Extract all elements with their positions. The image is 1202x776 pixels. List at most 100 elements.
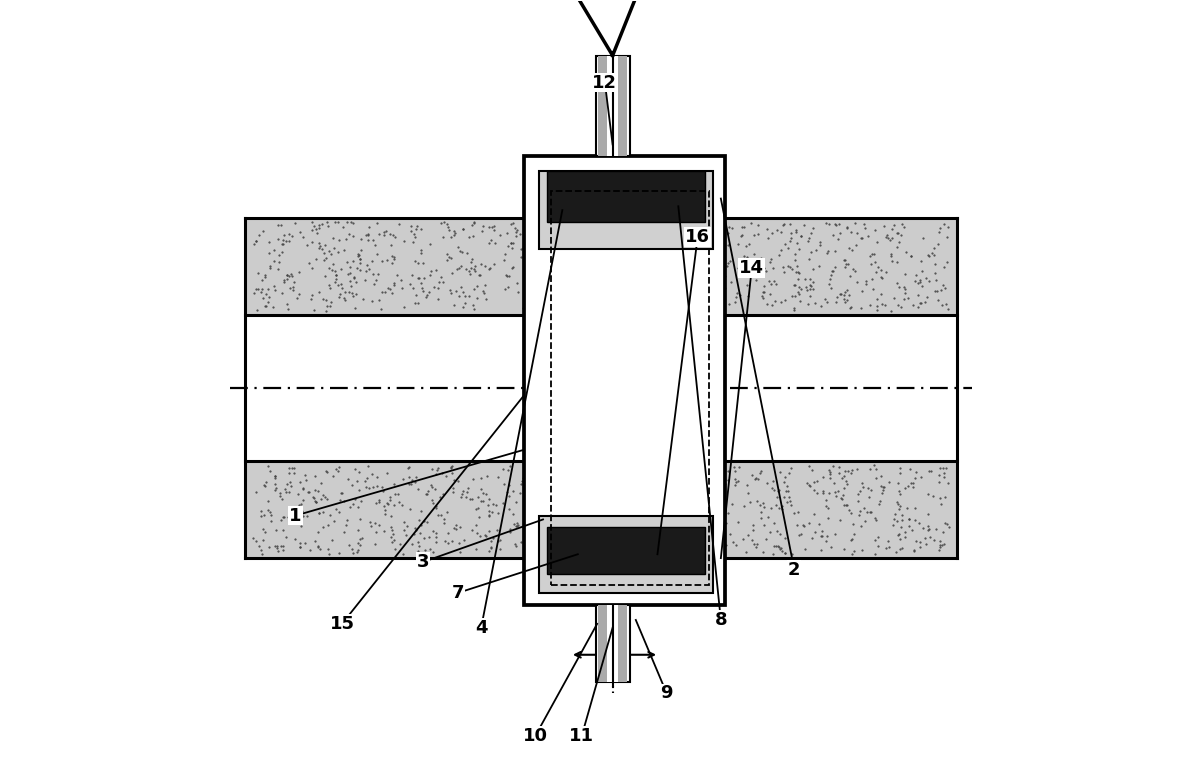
Point [920,275,939,287]
Point [423,525,442,538]
Point [470,530,489,542]
Point [363,295,382,307]
Point [837,258,856,271]
Point [464,282,483,295]
Point [578,286,597,298]
Point [303,262,322,275]
Point [882,248,902,260]
Point [323,264,343,276]
Point [290,498,309,511]
Point [460,265,480,277]
Point [835,465,855,477]
Point [719,474,738,487]
Point [591,521,611,533]
Point [434,513,453,525]
Point [309,507,328,519]
Point [846,217,865,229]
Point [834,498,853,511]
Point [801,283,820,296]
Point [737,546,756,558]
Point [769,502,789,514]
Point [333,282,352,294]
Point [458,481,477,494]
Point [422,265,441,277]
Point [563,535,582,548]
Point [764,275,784,287]
Point [305,484,325,497]
Point [924,248,944,261]
Point [912,279,932,292]
Point [602,268,621,280]
Point [450,289,469,302]
Point [434,488,453,501]
Point [413,256,433,268]
Point [826,217,845,230]
Point [682,533,701,546]
Point [636,518,655,530]
Point [683,503,702,515]
Point [811,544,831,556]
Point [442,462,462,474]
Point [773,219,792,231]
Point [642,520,661,532]
Point [684,248,703,261]
Point [910,542,929,554]
Point [835,262,855,274]
Point [841,300,861,313]
Point [327,268,346,281]
Point [411,244,430,256]
Point [898,502,917,514]
Point [540,225,559,237]
Point [843,533,862,546]
Point [256,476,275,488]
Point [476,260,495,272]
Point [781,227,801,239]
Point [685,247,704,259]
Point [712,244,731,257]
Point [635,494,654,507]
Point [447,522,466,535]
Point [357,472,376,484]
Point [506,496,525,508]
Point [323,231,343,244]
Point [458,247,477,259]
Point [834,469,853,482]
Point [696,222,715,234]
Point [334,495,353,508]
Point [929,469,948,482]
Point [280,476,299,488]
Point [868,236,887,248]
Point [436,470,456,483]
Point [364,234,383,246]
Point [532,257,552,269]
Point [319,519,338,532]
Point [472,495,492,508]
Point [578,504,597,516]
Point [844,518,863,530]
Point [376,508,395,520]
Point [434,230,453,243]
Point [528,261,547,273]
Point [350,466,369,478]
Point [655,289,674,301]
Point [385,279,404,291]
Point [829,467,849,480]
Point [602,478,621,490]
Point [304,220,323,233]
Point [410,272,429,284]
Point [639,249,659,262]
Point [377,255,397,267]
Point [381,494,400,506]
Point [274,539,293,552]
Point [662,234,682,246]
Point [606,535,625,548]
Point [755,286,774,298]
Point [888,498,908,511]
Point [867,514,886,527]
Point [642,245,661,258]
Point [698,287,718,300]
Point [300,544,320,556]
Point [829,460,849,473]
Point [783,263,802,275]
Point [577,293,596,305]
